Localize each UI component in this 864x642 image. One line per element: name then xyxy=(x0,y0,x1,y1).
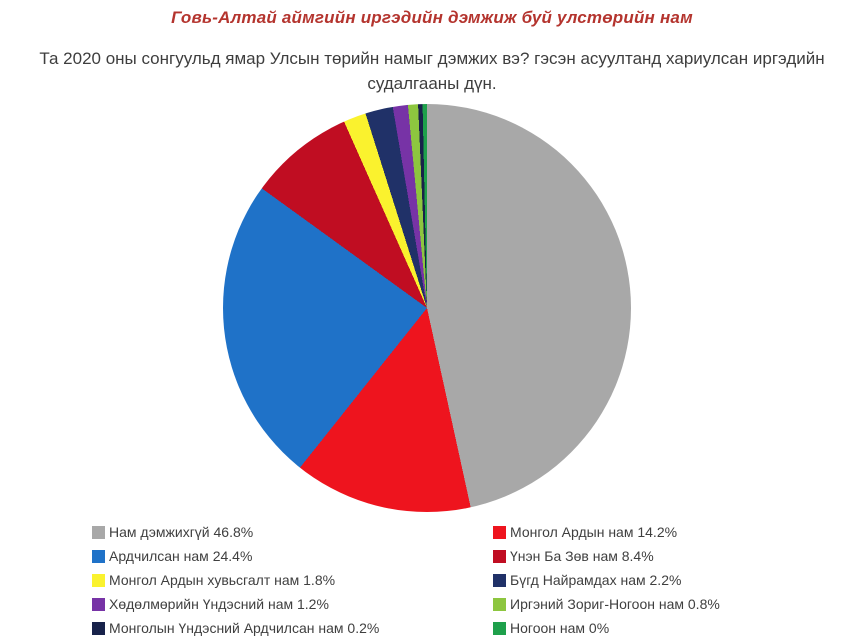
legend-item: Монгол Ардын хувьсгалт нам 1.8% xyxy=(92,572,493,588)
legend-item: Хөдөлмөрийн Үндэсний нам 1.2% xyxy=(92,596,493,612)
legend-label: Бүгд Найрамдах нам 2.2% xyxy=(510,572,682,588)
chart-subtitle: Та 2020 оны сонгуульд ямар Улсын төрийн … xyxy=(39,49,825,93)
legend-label: Үнэн Ба Зөв нам 8.4% xyxy=(510,548,654,564)
pie-legend: Нам дэмжихгүй 46.8% Ардчилсан нам 24.4% Мо… xyxy=(92,520,864,640)
legend-label: Монголын Үндэсний Ардчилсан нам 0.2% xyxy=(109,620,380,636)
legend-swatch xyxy=(493,525,506,539)
legend-swatch xyxy=(493,597,506,611)
legend-swatch xyxy=(92,573,105,587)
legend-item: Ногоон нам 0% xyxy=(493,620,864,636)
legend-swatch xyxy=(92,597,105,611)
legend-item: Нам дэмжихгүй 46.8% xyxy=(92,524,493,540)
legend-item: Иргэний Зориг-Ногоон нам 0.8% xyxy=(493,596,864,612)
legend-label: Нам дэмжихгүй 46.8% xyxy=(109,524,254,540)
legend-label: Хөдөлмөрийн Үндэсний нам 1.2% xyxy=(109,596,329,612)
legend-item: Монголын Үндэсний Ардчилсан нам 0.2% xyxy=(92,620,493,636)
legend-swatch xyxy=(493,549,506,563)
legend-item: Үнэн Ба Зөв нам 8.4% xyxy=(493,548,864,564)
legend-label: Ардчилсан нам 24.4% xyxy=(109,548,253,564)
pie-chart xyxy=(223,104,631,512)
legend-label: Иргэний Зориг-Ногоон нам 0.8% xyxy=(510,596,720,612)
legend-swatch xyxy=(92,525,105,539)
legend-swatch xyxy=(493,573,506,587)
legend-label: Ногоон нам 0% xyxy=(510,620,610,636)
legend-swatch xyxy=(92,621,105,635)
legend-item: Ардчилсан нам 24.4% xyxy=(92,548,493,564)
legend-item: Монгол Ардын нам 14.2% xyxy=(493,524,864,540)
legend-label: Монгол Ардын нам 14.2% xyxy=(510,524,678,540)
legend-swatch xyxy=(92,549,105,563)
legend-label: Монгол Ардын хувьсгалт нам 1.8% xyxy=(109,572,336,588)
legend-swatch xyxy=(493,621,506,635)
chart-title: Говь-Алтай аймгийн иргэдийн дэмжиж буй у… xyxy=(171,8,693,27)
legend-item: Бүгд Найрамдах нам 2.2% xyxy=(493,572,864,588)
